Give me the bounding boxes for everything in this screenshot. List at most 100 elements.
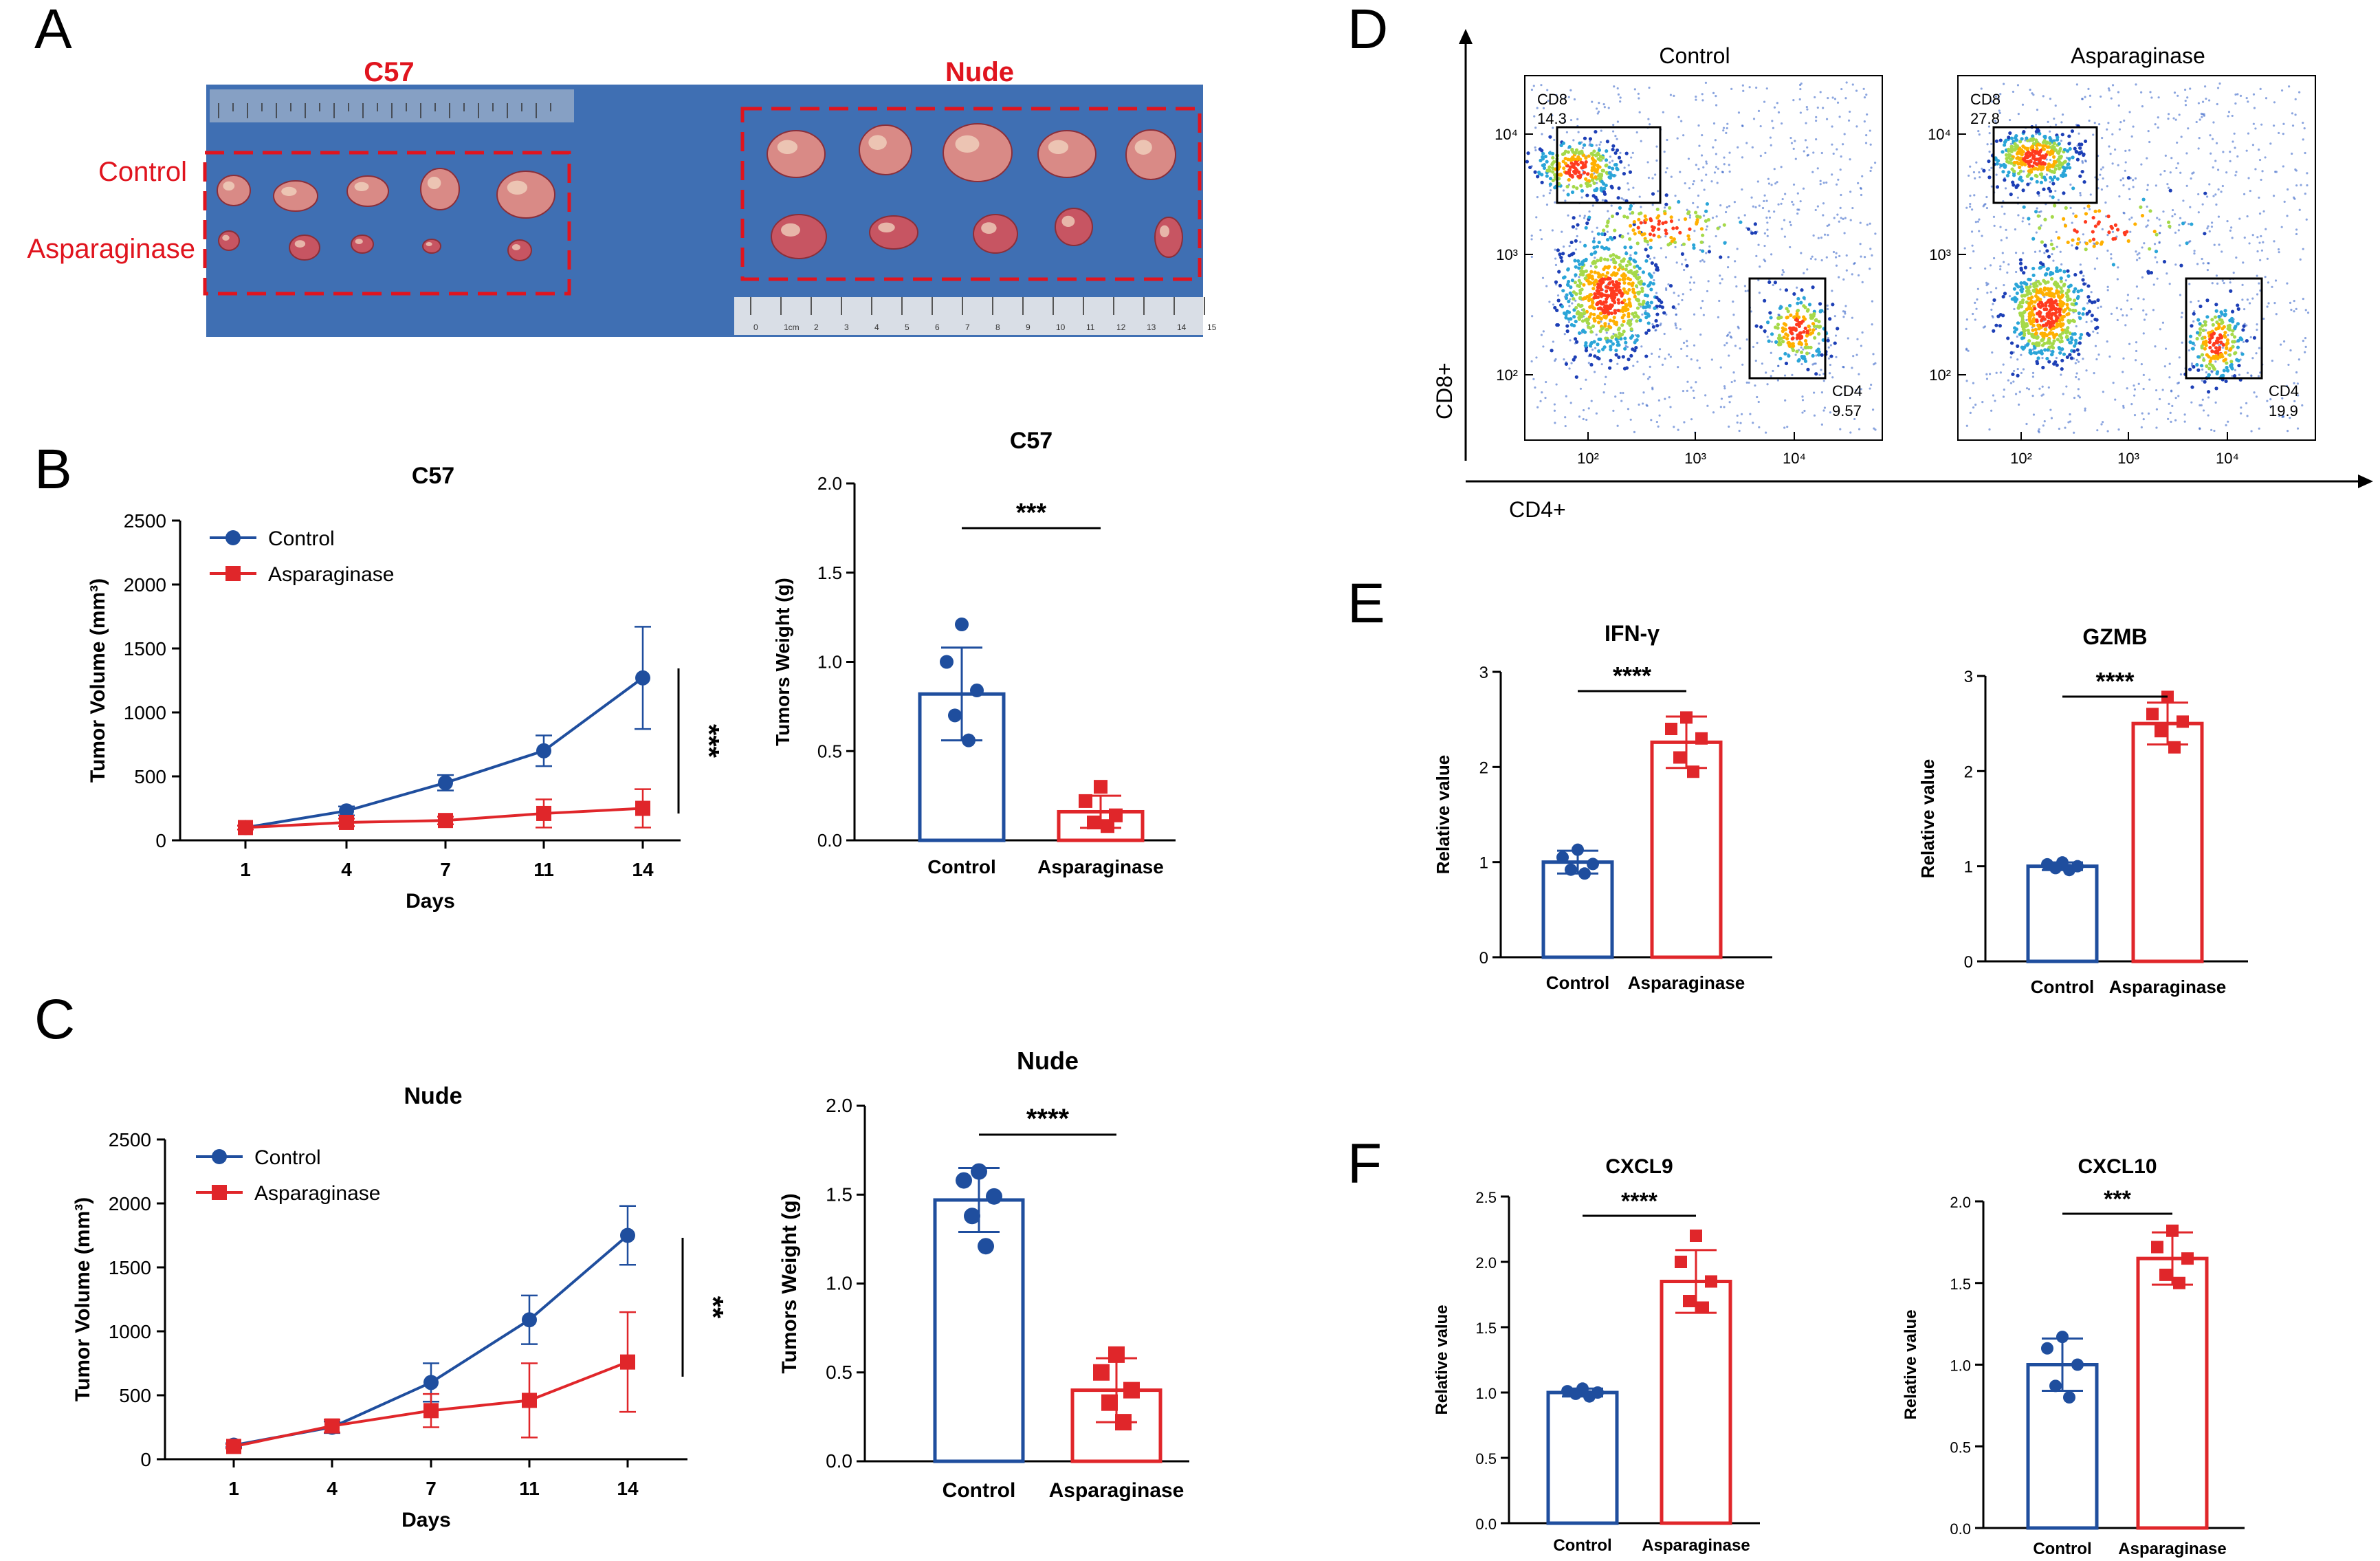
flow-event [1609, 345, 1613, 349]
flow-event [1584, 226, 1588, 230]
flow-event [1795, 336, 1799, 340]
flow-background-event [2038, 387, 2041, 390]
flow-event [2068, 166, 2072, 170]
flow-background-event [1552, 127, 1554, 129]
flow-event [2009, 136, 2014, 140]
flow-background-event [2205, 97, 2207, 100]
flow-background-event [2190, 301, 2192, 303]
flow-event [1774, 325, 1778, 329]
flow-background-event [1598, 143, 1601, 146]
flow-background-event [1741, 188, 1743, 191]
flow-background-event [2175, 166, 2178, 170]
flow-event [2052, 145, 2056, 149]
flow-background-event [2227, 111, 2231, 113]
flow-event [1620, 265, 1624, 270]
flow-background-event [1856, 338, 1859, 340]
flow-background-event [1771, 120, 1774, 122]
flow-background-event [2207, 414, 2210, 417]
flow-background-event [1816, 167, 1819, 170]
flow-background-event [1530, 255, 1533, 259]
flow-background-event [2158, 218, 2161, 221]
flow-background-event [1677, 116, 1680, 118]
flow-event [1999, 164, 2003, 168]
flow-event [1643, 293, 1648, 297]
flow-event [2034, 157, 2038, 162]
flow-background-event [2259, 371, 2262, 374]
flow-event [1800, 288, 1804, 292]
flow-background-event [2170, 157, 2173, 160]
flow-background-event [2054, 105, 2057, 107]
y-tick-label: 0.0 [826, 1450, 852, 1472]
flow-background-event [2267, 302, 2270, 305]
flow-event [2245, 339, 2249, 343]
flow-background-event [2167, 186, 2170, 189]
flow-background-event [2235, 171, 2238, 173]
flow-background-event [2258, 158, 2262, 162]
flow-background-event [1751, 146, 1754, 149]
flow-event [2010, 297, 2014, 301]
flow-event [2133, 222, 2137, 226]
flow-background-event [2243, 308, 2246, 311]
flow-event [2052, 155, 2056, 159]
flow-background-event [2195, 120, 2198, 124]
flow-event [2021, 188, 2025, 193]
flow-background-event [2171, 215, 2174, 218]
flow-event [2078, 174, 2082, 178]
flow-x-tick-label: 10² [1577, 450, 1599, 467]
flow-background-event [2304, 309, 2307, 312]
flow-background-event [2116, 278, 2119, 281]
flow-background-event [1640, 345, 1643, 348]
flow-background-event [1840, 217, 1842, 219]
flow-background-event [2293, 300, 2295, 303]
flow-event [2236, 338, 2240, 343]
flow-background-event [2201, 203, 2204, 206]
flow-background-event [1613, 85, 1616, 88]
flow-event [2012, 173, 2016, 177]
flow-event [2058, 304, 2062, 308]
flow-background-event [1737, 111, 1741, 114]
flow-background-event [1981, 234, 1983, 237]
flow-background-event [2101, 137, 2104, 140]
flow-event [2099, 242, 2104, 246]
flow-event [2086, 284, 2091, 288]
flow-background-event [2190, 401, 2193, 404]
flow-event [1567, 168, 1572, 172]
flow-plot-frame [1957, 75, 2316, 441]
flow-event [1657, 219, 1662, 223]
flow-event [1807, 303, 1812, 307]
flow-event [2057, 236, 2061, 240]
flow-background-event [1757, 279, 1760, 282]
flow-event [2059, 276, 2063, 281]
flow-event [1587, 273, 1591, 277]
flow-event [1596, 302, 1600, 306]
flow-event [2027, 217, 2031, 221]
flow-event [2033, 300, 2037, 304]
flow-event [1584, 177, 1588, 181]
flow-event [1798, 336, 1803, 340]
flow-background-event [2261, 170, 2264, 173]
flow-background-event [1565, 395, 1567, 397]
flow-background-event [2257, 375, 2260, 378]
panel-a-title-nude: Nude [945, 57, 1014, 87]
y-tick-label: 2000 [109, 1193, 151, 1214]
flow-event [2067, 157, 2071, 161]
flow-background-event [2050, 239, 2053, 242]
flow-background-event [2047, 120, 2049, 123]
flow-event [1805, 329, 1809, 334]
flow-background-event [2124, 161, 2127, 164]
flow-background-event [1844, 310, 1847, 313]
flow-background-event [2232, 271, 2235, 274]
flow-background-event [2161, 389, 2164, 391]
flow-background-event [2100, 188, 2103, 191]
flow-background-event [2251, 234, 2254, 237]
flow-event [2204, 340, 2208, 345]
flow-background-event [1734, 345, 1737, 347]
flow-event [1799, 350, 1804, 354]
data-point [978, 1238, 994, 1255]
flow-event [1642, 305, 1646, 309]
flow-background-event [2197, 102, 2200, 105]
data-point [238, 820, 253, 836]
flow-background-event [1718, 299, 1721, 303]
flow-event [1589, 362, 1594, 367]
data-point [423, 1375, 439, 1390]
